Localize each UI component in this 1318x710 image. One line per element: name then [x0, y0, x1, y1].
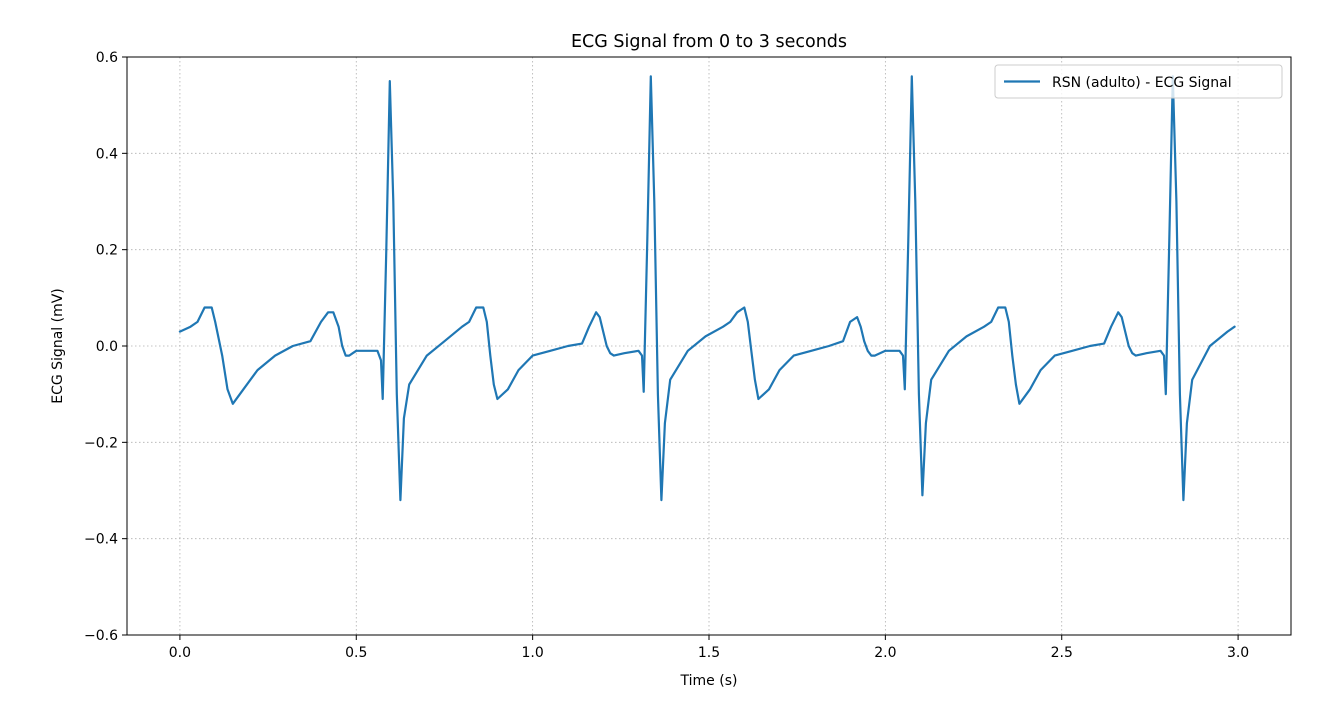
grid	[127, 56, 1291, 636]
y-tick-label: 0.0	[96, 339, 118, 355]
chart-title: ECG Signal from 0 to 3 seconds	[571, 32, 847, 52]
x-tick-label: 2.5	[1051, 645, 1073, 661]
x-tick-label: 0.5	[345, 645, 367, 661]
y-axis-label: ECG Signal (mV)	[50, 288, 66, 404]
y-tick-label: 0.6	[96, 50, 118, 66]
y-tick-label: 0.4	[96, 146, 118, 162]
x-tick-label: 2.0	[874, 645, 896, 661]
legend-box	[994, 64, 1283, 99]
x-axis: 0.0 0.5 1.0 1.5 2.0 2.5 3.0	[169, 635, 1249, 661]
x-tick-label: 3.0	[1227, 645, 1249, 661]
x-tick-label: 1.0	[522, 645, 544, 661]
series-line-0	[178, 75, 1236, 502]
y-tick-label: 0.2	[96, 243, 118, 259]
x-tick-label: 1.5	[698, 645, 720, 661]
legend-entry-label: RSN (adulto) - ECG Signal	[1052, 75, 1232, 91]
y-tick-label: −0.4	[84, 532, 118, 548]
y-axis: −0.6 −0.4 −0.2 0.0 0.2 0.4 0.6	[84, 50, 127, 644]
plot-area	[178, 75, 1236, 502]
x-axis-label: Time (s)	[680, 673, 738, 689]
y-tick-label: −0.6	[84, 628, 118, 644]
y-tick-label: −0.2	[84, 435, 118, 451]
legend: RSN (adulto) - ECG Signal	[994, 64, 1283, 99]
x-tick-label: 0.0	[169, 645, 191, 661]
